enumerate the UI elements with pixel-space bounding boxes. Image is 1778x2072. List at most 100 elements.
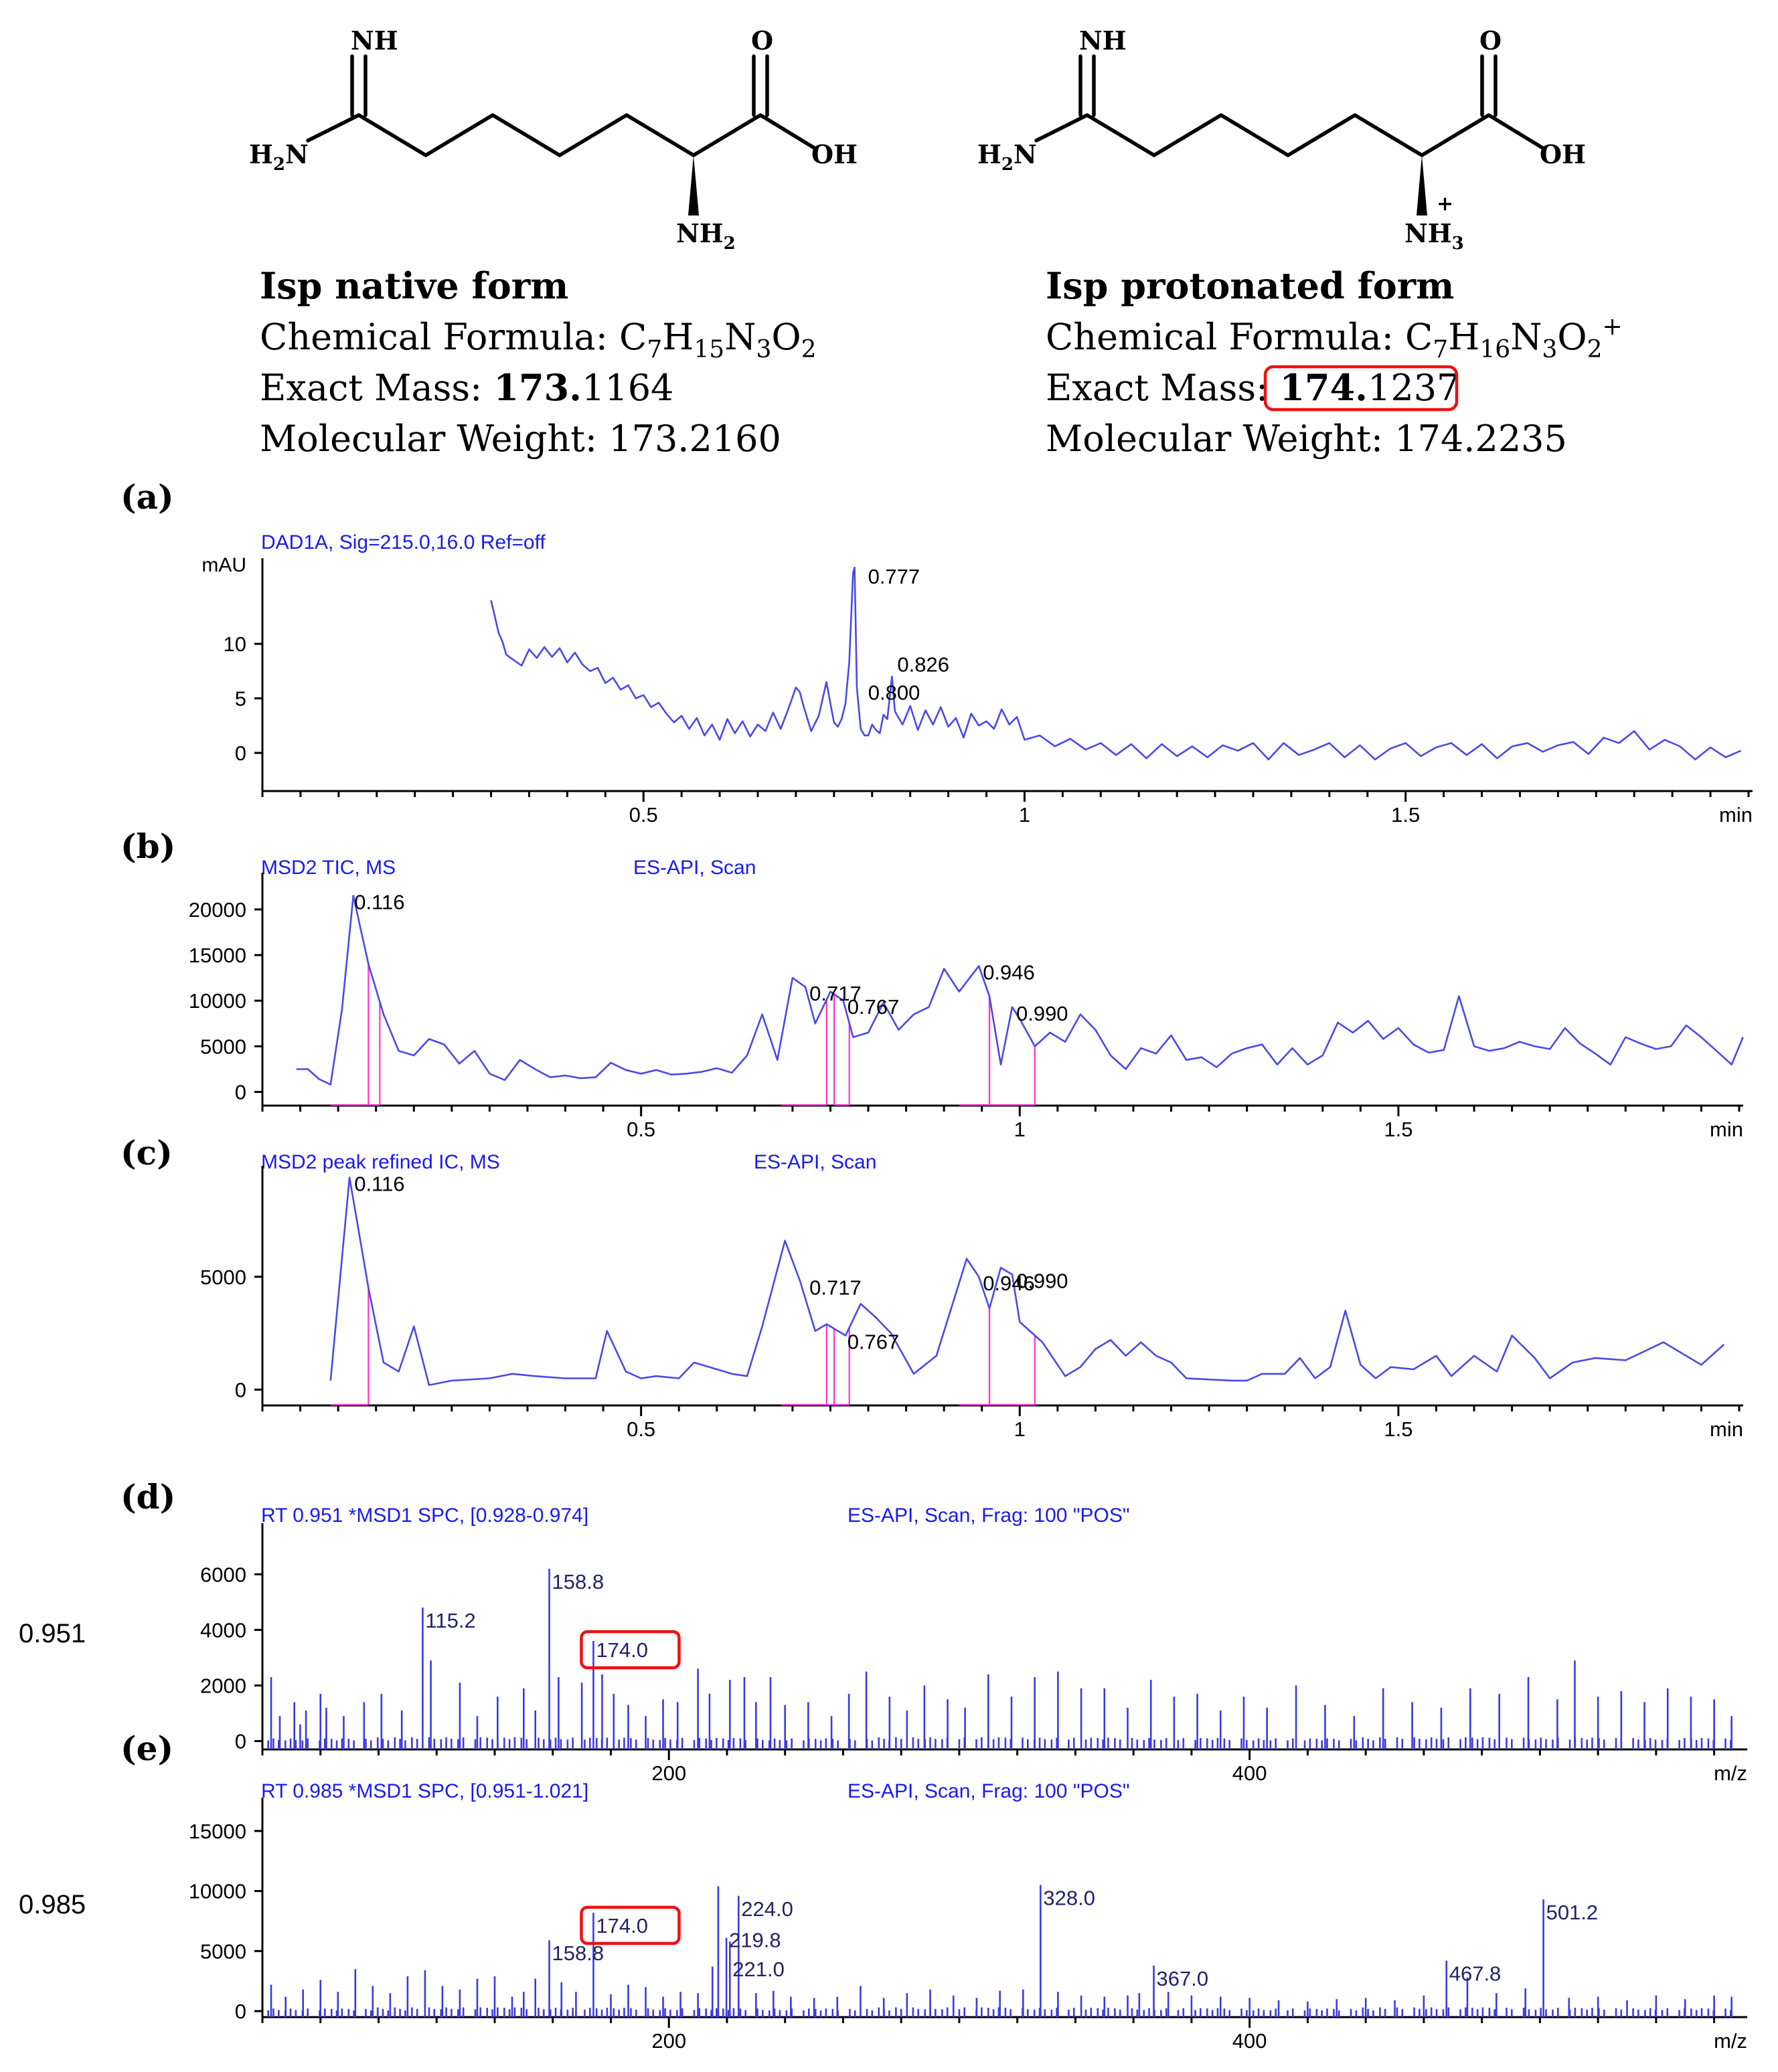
protonated-nh3-sub: 3 [1452, 234, 1464, 254]
y-tick-label: 0 [235, 742, 246, 765]
chart-panel-d: (d) RT 0.951 *MSD1 SPC, [0.928-0.974] ES-A… [19, 1477, 1747, 1785]
native-oh-label: OH [811, 139, 858, 169]
y-tick-label: 5000 [200, 1939, 246, 1963]
chromatogram-trace [329, 1177, 1725, 1386]
peak-label: 0.767 [847, 995, 900, 1019]
mz-label: 501.2 [1546, 1901, 1599, 1924]
native-nh2-label: NH [676, 218, 724, 248]
mz-label: 367.0 [1157, 1967, 1209, 1990]
native-nh-label: NH [351, 25, 398, 56]
native-nh2-sub: 2 [724, 234, 736, 254]
native-formula: Chemical Formula: C7H15N3O2 [260, 316, 817, 363]
integration-region [988, 1308, 1036, 1406]
y-tick-label: 6000 [200, 1563, 246, 1586]
peak-label: 0.116 [354, 890, 404, 914]
x-axis-label: m/z [1714, 1761, 1747, 1785]
y-tick-label: 15000 [189, 1820, 246, 1843]
chromatogram-trace [490, 566, 1742, 761]
integration-region [833, 994, 850, 1106]
mz-label: 174.0 [596, 1914, 648, 1937]
y-tick-label: 5000 [200, 1035, 246, 1058]
native-mw: Molecular Weight: 173.2160 [260, 418, 781, 460]
panel-header: MSD2 TIC, MS [261, 857, 396, 879]
x-axis-label: m/z [1714, 2029, 1747, 2053]
peak-label: 0.826 [897, 653, 949, 677]
mz-label: 115.2 [425, 1609, 475, 1632]
y-axis-label: mAU [201, 554, 246, 576]
panel-letter: (e) [120, 1729, 173, 1768]
mz-label: 221.0 [732, 1958, 785, 1981]
y-tick-label: 4000 [200, 1618, 246, 1642]
x-tick-label: 200 [651, 1761, 686, 1785]
panel-header-2: ES-API, Scan [633, 857, 756, 879]
panel-header-2: ES-API, Scan [754, 1151, 876, 1173]
native-exact-mass: Exact Mass: 173.1164 [260, 366, 673, 409]
peak-label: 0.946 [983, 960, 1035, 984]
protonated-exact-mass: Exact Mass: 174.1237 [1046, 366, 1459, 409]
protonated-title: Isp protonated form [1046, 264, 1454, 307]
native-h2n-h: H [249, 139, 273, 169]
panel-header: MSD2 peak refined IC, MS [261, 1151, 500, 1173]
mz-label: 224.0 [741, 1897, 793, 1921]
panel-header: RT 0.951 *MSD1 SPC, [0.928-0.974] [261, 1504, 588, 1527]
y-tick-label: 0 [235, 1378, 246, 1401]
chart-panel-e: (e) RT 0.985 *MSD1 SPC, [0.951-1.021] ES-A… [19, 1729, 1747, 2053]
panel-header-2: ES-API, Scan, Frag: 100 "POS" [847, 1504, 1129, 1527]
panel-letter: (c) [120, 1133, 173, 1173]
spectrum-baseline-noise [267, 1737, 1732, 1749]
protonated-plus: + [1437, 192, 1453, 215]
y-tick-label: 5000 [200, 1266, 246, 1289]
x-tick-label: 0.5 [629, 803, 658, 827]
panel-header: DAD1A, Sig=215.0,16.0 Ref=off [261, 531, 546, 553]
native-title: Isp native form [260, 264, 568, 307]
protonated-nh-label: NH [1079, 25, 1127, 56]
peak-label: 0.777 [868, 565, 920, 588]
peak-label: 0.116 [354, 1172, 404, 1195]
y-tick-label: 10000 [189, 989, 246, 1013]
panel-letter: (d) [120, 1477, 175, 1517]
integration-region [330, 964, 381, 1106]
chart-panel-c: (c) MSD2 peak refined IC, MS ES-API, Scan 0… [120, 1133, 1743, 1441]
native-structure: NH H2N O OH NH2 [249, 25, 858, 254]
integration-region [781, 1324, 827, 1406]
x-tick-label: 0.5 [627, 1417, 655, 1441]
y-tick-label: 0 [235, 1730, 246, 1753]
peak-label: 0.717 [809, 982, 862, 1005]
x-tick-label: 1 [1014, 1118, 1026, 1141]
rt-side-label: 0.951 [19, 1619, 86, 1648]
peak-label: 0.800 [868, 681, 920, 705]
peak-label: 0.990 [1016, 1002, 1068, 1025]
mz-label: 158.8 [552, 1941, 604, 1965]
chart-panel-a: (a) DAD1A, Sig=215.0,16.0 Ref=off 0 5 10 mAU 0… [120, 477, 1753, 827]
y-tick-label: 20000 [189, 898, 246, 922]
mz-label: 158.8 [552, 1570, 604, 1593]
svg-text:H2N: H2N [977, 139, 1037, 175]
peak-label: 0.717 [809, 1276, 862, 1300]
mz-label: 328.0 [1043, 1887, 1095, 1910]
mz-highlight-box [580, 1630, 681, 1670]
y-tick-label: 15000 [189, 944, 246, 967]
integration-region [826, 1327, 850, 1406]
native-info: Isp native form Chemical Formula: C7H15N… [260, 264, 817, 460]
svg-text:NH2: NH2 [676, 218, 736, 254]
x-tick-label: 1 [1014, 1417, 1026, 1441]
peak-label: 0.767 [847, 1330, 900, 1353]
x-tick-label: 400 [1232, 1761, 1267, 1785]
mz-highlight-box [580, 1905, 681, 1946]
chromatogram-trace [296, 895, 1744, 1086]
peak-label: 0.990 [1016, 1269, 1068, 1292]
integration-region [959, 1308, 991, 1406]
integration-region [988, 996, 1036, 1106]
panel-header-2: ES-API, Scan, Frag: 100 "POS" [847, 1780, 1129, 1802]
spectrum-baseline-noise [267, 2007, 1732, 2017]
x-tick-label: 1.5 [1384, 1118, 1412, 1141]
y-tick-label: 0 [235, 1081, 246, 1104]
mz-label: 219.8 [729, 1929, 781, 1952]
panel-letter: (b) [120, 827, 175, 866]
x-axis-label: min [1719, 803, 1753, 827]
protonated-oh-label: OH [1540, 139, 1586, 169]
x-tick-label: 1 [1019, 803, 1030, 827]
y-tick-label: 10 [224, 632, 246, 656]
protonated-formula: Chemical Formula: C7H16N3O2+ [1046, 313, 1623, 363]
